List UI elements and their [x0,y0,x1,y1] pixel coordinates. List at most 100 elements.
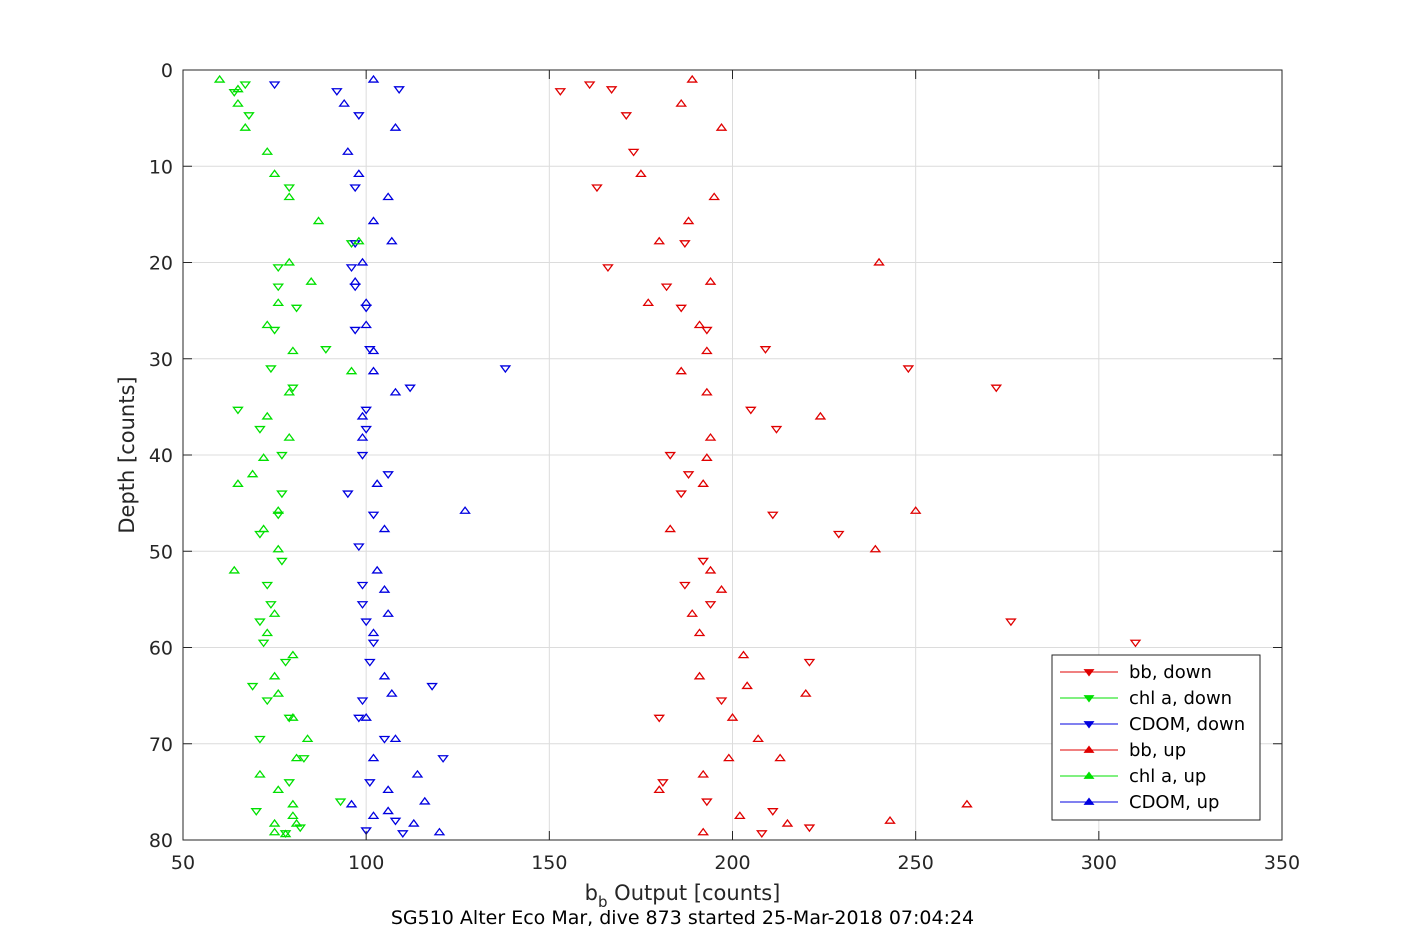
point-chl-a-down [334,798,347,807]
point-chl-a-up [283,192,296,201]
point-chl-a-up [287,799,299,808]
legend-marker [1083,695,1095,703]
point-chl-a-up [268,169,281,178]
point-bb-down [770,425,783,434]
point-bb-down [679,240,691,248]
point-bb-down [767,511,779,520]
point-chl-a-down [272,283,285,292]
point-bb-down [704,601,717,609]
point-bb-up [734,811,746,820]
point-bb-up [708,192,720,201]
point-chl-a-down [276,557,288,566]
point-bb-down [803,824,816,833]
point-bb-up [675,366,688,375]
point-chl-a-up [290,818,303,827]
y-tick-label: 40 [149,445,173,467]
point-bb-up [635,169,647,178]
point-chl-a-up [272,298,285,307]
point-chl-a-up [287,713,299,721]
point-cdom-up [367,753,380,762]
x-tick-label: 250 [898,852,934,874]
point-cdom-down [499,365,512,374]
point-bb-up [781,818,794,827]
point-bb-up [869,544,882,553]
point-chl-a-up [268,818,281,827]
point-chl-a-down [254,425,266,434]
point-cdom-down [356,697,369,706]
point-chl-a-up [261,411,274,420]
point-chl-a-up [261,628,274,637]
y-tick-label: 20 [149,253,173,275]
point-cdom-up [353,169,365,178]
point-cdom-down [345,264,358,273]
point-cdom-up [407,818,420,827]
point-bb-down [745,406,757,415]
point-cdom-down [397,830,409,838]
point-cdom-up [367,628,380,637]
point-bb-down [803,658,816,667]
legend-marker [1083,771,1095,779]
point-bb-up [752,734,764,743]
point-chl-a-up [353,236,365,245]
x-tick-label: 150 [531,852,567,874]
point-chl-a-down [276,490,288,499]
point-bb-up [723,753,735,762]
x-axis-label-rest: Output [counts] [608,881,781,905]
point-cdom-up [371,479,383,487]
point-bb-up [701,387,713,396]
point-cdom-down [364,779,376,787]
point-cdom-up [378,524,391,533]
point-cdom-up [349,277,361,285]
point-chl-a-up [232,84,244,93]
point-cdom-up [382,785,394,794]
point-cdom-up [367,74,380,83]
point-chl-a-up [257,524,270,533]
point-chl-a-up [232,479,244,487]
point-chl-a-down [279,658,292,667]
point-bb-up [686,74,698,83]
point-cdom-down [364,658,376,667]
point-chl-a-down [283,184,296,193]
x-axis-label-main: b [585,881,598,905]
y-tick-label: 60 [149,638,173,660]
point-cdom-down [378,735,391,744]
point-bb-up [704,277,717,285]
point-cdom-down [360,425,372,434]
point-bb-down [664,451,677,460]
point-bb-up [642,298,655,307]
point-chl-a-up [257,453,270,461]
point-chl-a-down [276,451,288,460]
point-bb-down [554,88,567,96]
y-tick-label: 50 [149,541,173,563]
point-chl-a-up [246,469,259,478]
y-tick-label: 0 [161,60,173,82]
point-chl-a-down [250,808,263,816]
point-chl-a-down [261,697,274,706]
point-chl-a-up [287,346,299,355]
point-bb-up [704,432,717,441]
point-chl-a-up [290,753,303,762]
point-chl-a-up [232,98,244,107]
point-bb-up [697,479,709,487]
point-cdom-up [382,806,394,815]
legend-label: chl a, up [1129,766,1206,787]
point-chl-a-up [301,734,314,743]
point-cdom-up [386,236,398,245]
point-cdom-down [268,81,281,90]
point-bb-up [675,98,688,107]
point-chl-a-up [261,320,274,329]
point-bb-down [682,471,695,479]
point-cdom-up [371,565,383,574]
point-chl-a-down [287,384,299,393]
point-bb-up [726,713,739,721]
y-tick-label: 70 [149,734,173,756]
point-bb-up [693,671,706,680]
point-cdom-up [356,432,369,441]
point-bb-down [675,490,688,499]
point-bb-up [664,524,677,533]
point-chl-a-up [312,216,325,225]
point-chl-a-down [246,682,259,691]
point-chl-a-down [320,346,332,354]
point-chl-a-down [265,601,277,609]
point-chl-a-down [232,406,244,415]
